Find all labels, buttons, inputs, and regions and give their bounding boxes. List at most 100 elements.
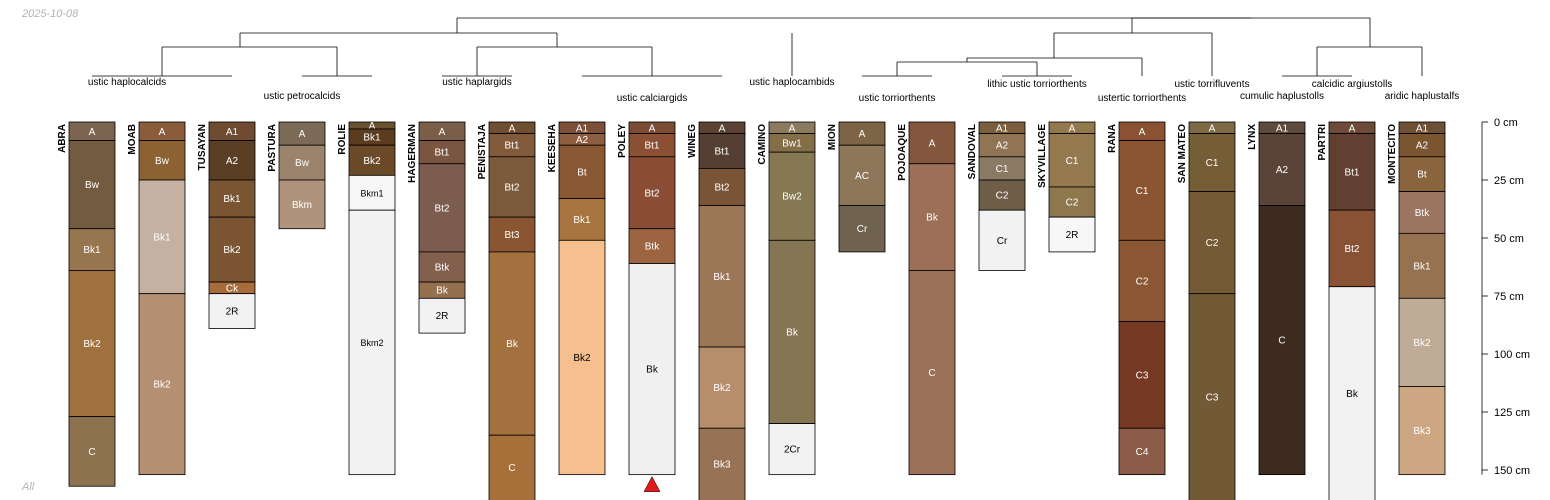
axis-tick-label: 150 cm: [1494, 465, 1530, 477]
horizon-label: C2: [1066, 198, 1079, 209]
horizon-label: Bw: [295, 158, 310, 169]
profile-moab: A Bw Bk1 Bk2 MOAB: [127, 121, 186, 476]
class-label: aridic haplustalfs: [1385, 91, 1459, 102]
horizon-label: Btk: [1415, 208, 1430, 219]
class-label: ustic calciargids: [617, 93, 688, 104]
profile-wineg: A Bt1 Bt2 Bk1 Bk2 Bk3 WINEG: [687, 121, 746, 500]
horizon-label: A1: [996, 123, 1009, 134]
horizon-label: A: [649, 123, 656, 134]
axis-tick-label: 100 cm: [1494, 349, 1530, 361]
horizon: [908, 121, 956, 165]
horizon: [1398, 191, 1446, 234]
horizon-label: 2Cr: [784, 445, 801, 456]
horizon-label: Bk: [926, 213, 939, 224]
class-label: ustic haplocambids: [749, 77, 834, 88]
horizon-label: A: [369, 121, 376, 132]
horizon-label: A: [789, 123, 796, 134]
class-label: calcidic argiustolls: [1312, 79, 1393, 90]
profile-name: ABRA: [57, 124, 68, 153]
profile-camino: A Bw1 Bw2 Bk 2Cr CAMINO: [757, 121, 816, 476]
horizon-label: Bk: [646, 365, 659, 376]
horizon-label: Bt1: [434, 148, 449, 159]
horizon: [418, 251, 466, 283]
profile-name: HAGERMAN: [407, 124, 418, 183]
horizon: [68, 416, 116, 487]
horizon-label: Bk3: [713, 460, 731, 471]
horizon-label: A2: [996, 141, 1009, 152]
horizon: [418, 297, 466, 334]
horizon: [1048, 216, 1096, 253]
horizon: [558, 239, 606, 476]
class-label-text: ustertic torriorthents: [1098, 93, 1186, 104]
horizon-label: Bk: [786, 327, 799, 338]
horizon: [68, 270, 116, 418]
horizon: [1398, 232, 1446, 299]
horizon: [978, 179, 1026, 211]
profile-san-mateo: A C1 C2 C3 SAN MATEO: [1177, 121, 1236, 500]
horizon-label: A2: [226, 156, 239, 167]
horizon: [348, 174, 396, 211]
axis-tick-label: 0 cm: [1494, 117, 1518, 129]
horizon: [1188, 191, 1236, 295]
horizon: [208, 216, 256, 283]
horizon-label: Bk: [506, 339, 519, 350]
horizon-label: C1: [1136, 186, 1149, 197]
horizon-label: Cr: [997, 236, 1008, 247]
horizon: [348, 209, 396, 476]
profile-name: MONTECITO: [1387, 124, 1398, 184]
horizon-label: Bt: [1417, 170, 1427, 181]
horizon-label: Bt3: [504, 230, 519, 241]
horizon-label: C1: [1206, 158, 1219, 169]
horizon-label: Bt2: [644, 188, 659, 199]
horizon-label: Bk2: [713, 383, 731, 394]
horizon: [558, 198, 606, 241]
horizon-label: C: [88, 447, 95, 458]
horizon-label: Btk: [645, 242, 660, 253]
class-labels: ustic haplocalcids ustic petrocalcids usti…: [88, 77, 1459, 104]
horizon-label: Bk2: [363, 156, 381, 167]
horizon: [1328, 286, 1376, 500]
horizon: [698, 133, 746, 169]
horizon-label: C: [1278, 336, 1285, 347]
profile-name: MOAB: [127, 124, 138, 155]
profile-name: MION: [827, 124, 838, 150]
class-label: ustic haplargids: [442, 77, 511, 88]
class-label: ustic haplocalcids: [88, 77, 166, 88]
axis-tick-label: 50 cm: [1494, 233, 1524, 245]
profile-partri: A Bt1 Bt2 Bk PARTRI: [1317, 121, 1376, 500]
horizon-label: C2: [996, 191, 1009, 202]
horizon-label: Bk2: [223, 245, 241, 256]
profile-name: POLEY: [617, 124, 628, 158]
horizon-label: C1: [1066, 156, 1079, 167]
horizon-label: A: [159, 127, 166, 138]
profile-name: KEESEHA: [547, 124, 558, 172]
horizon: [558, 144, 606, 199]
horizon-label: A1: [1416, 123, 1429, 134]
profile-pojoaque: A Bk C POJOAQUE: [897, 121, 956, 476]
class-label: ustertic torriorthents: [1098, 93, 1186, 104]
class-label-text: aridic haplustalfs: [1385, 91, 1459, 102]
horizon-label: A: [929, 138, 936, 149]
class-label-text: ustic haplocalcids: [88, 77, 166, 88]
horizon-label: A1: [1276, 123, 1289, 134]
horizon-label: Bkm: [292, 200, 312, 211]
footer-label: All: [22, 481, 35, 493]
horizon: [278, 179, 326, 230]
profile-name: CAMINO: [757, 124, 768, 165]
class-label: ustic petrocalcids: [264, 91, 341, 102]
profile-pastura: A Bw Bkm PASTURA: [267, 121, 326, 230]
horizon-label: Bw1: [782, 138, 802, 149]
profile-name: PENISTAJA: [477, 124, 488, 179]
profile-montecito: A1 A2 Bt Btk Bk1 Bk2 Bk3 MONTECITO: [1387, 121, 1446, 476]
profile-hagerman: A Bt1 Bt2 Btk Bk 2R HAGERMAN: [407, 121, 466, 334]
horizon: [768, 423, 816, 476]
horizon-label: Bk1: [363, 133, 381, 144]
horizon-label: Bt1: [1344, 167, 1359, 178]
horizon: [488, 156, 536, 218]
date-label: 2025-10-08: [22, 8, 79, 20]
horizon-label: 2R: [436, 311, 449, 322]
class-label-text: ustic calciargids: [617, 93, 688, 104]
profile-name: POJOAQUE: [897, 124, 908, 181]
horizon-label: AC: [855, 171, 869, 182]
